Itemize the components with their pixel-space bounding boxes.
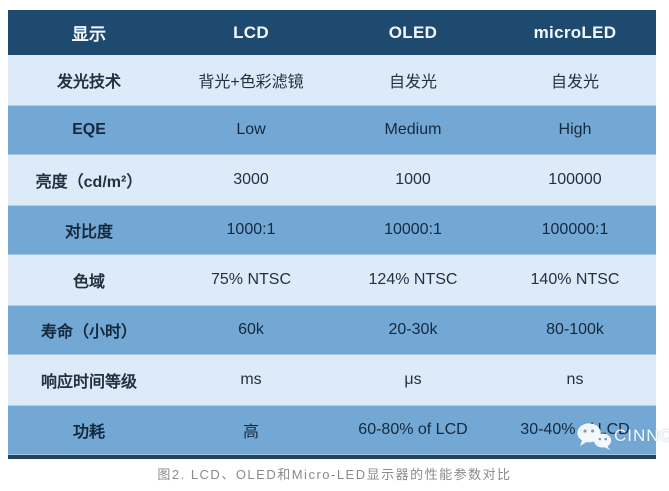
row-label: 寿命（小时） [40,324,137,341]
table-cell: 124% NTSC [368,271,458,288]
row-label: 对比度 [64,224,113,241]
table-cell: 75% NTSC [210,271,292,288]
table-row-brightness: 亮度（cd/m²） 3000 1000 100000 [8,155,656,205]
table-cell: 1000 [395,171,431,188]
table-cell: 30-40% of LCD [520,421,630,438]
table-cell: 60-80% of LCD [358,421,468,438]
table-cell: 100000:1 [541,221,609,238]
table-cell: μs [404,371,422,388]
table-cell: High [558,121,592,138]
table-cell: Low [236,121,266,138]
table-row-power: 功耗 高 60-80% of LCD 30-40% of LCD [8,405,656,455]
figure-caption: 图2. LCD、OLED和Micro-LED显示器的性能参数对比 [157,467,512,482]
table-cell: 自发光 [550,74,599,91]
table-cell: ms [240,371,262,388]
table-bottom-border [8,455,656,459]
table-cell: 140% NTSC [530,271,620,288]
row-label: 发光技术 [56,74,121,91]
display-comparison-table: 显示 LCD OLED microLED 发光技术 背光+色彩滤镜 自发光 自发… [8,10,656,459]
row-label: EQE [72,121,106,138]
row-label: 功耗 [72,424,105,441]
table-cell: 高 [242,424,259,441]
row-label: 响应时间等级 [40,374,137,391]
row-label: 色域 [72,274,105,291]
table-cell: 60k [238,321,264,338]
table-cell: 自发光 [388,74,437,91]
table-row-eqe: EQE Low Medium High [8,105,656,155]
row-label: 亮度（cd/m²） [35,174,143,191]
table-cell: 10000:1 [384,221,442,238]
header-cell-microled: microLED [533,22,617,42]
table-row-contrast: 对比度 1000:1 10000:1 100000:1 [8,205,656,255]
header-row: 显示 LCD OLED microLED [8,10,656,55]
header-cell-display: 显示 [71,25,107,44]
table-cell: 1000:1 [226,221,276,238]
header-cell-lcd: LCD [233,22,269,42]
table-row-response-time: 响应时间等级 ms μs ns [8,355,656,405]
table-cell: Medium [384,121,442,138]
table-cell: 20-30k [388,321,438,338]
table-cell: ns [566,371,584,388]
header-cell-oled: OLED [388,22,438,42]
table-row-emission-tech: 发光技术 背光+色彩滤镜 自发光 自发光 [8,55,656,105]
table-cell: 背光+色彩滤镜 [198,74,304,91]
table-cell: 80-100k [546,321,604,338]
table-row-lifetime: 寿命（小时） 60k 20-30k 80-100k [8,305,656,355]
table-cell: 3000 [233,171,269,188]
table-cell: 100000 [548,171,602,188]
table-row-gamut: 色域 75% NTSC 124% NTSC 140% NTSC [8,255,656,305]
